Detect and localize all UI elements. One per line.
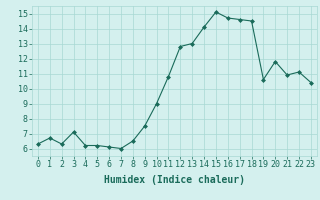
X-axis label: Humidex (Indice chaleur): Humidex (Indice chaleur) <box>104 175 245 185</box>
